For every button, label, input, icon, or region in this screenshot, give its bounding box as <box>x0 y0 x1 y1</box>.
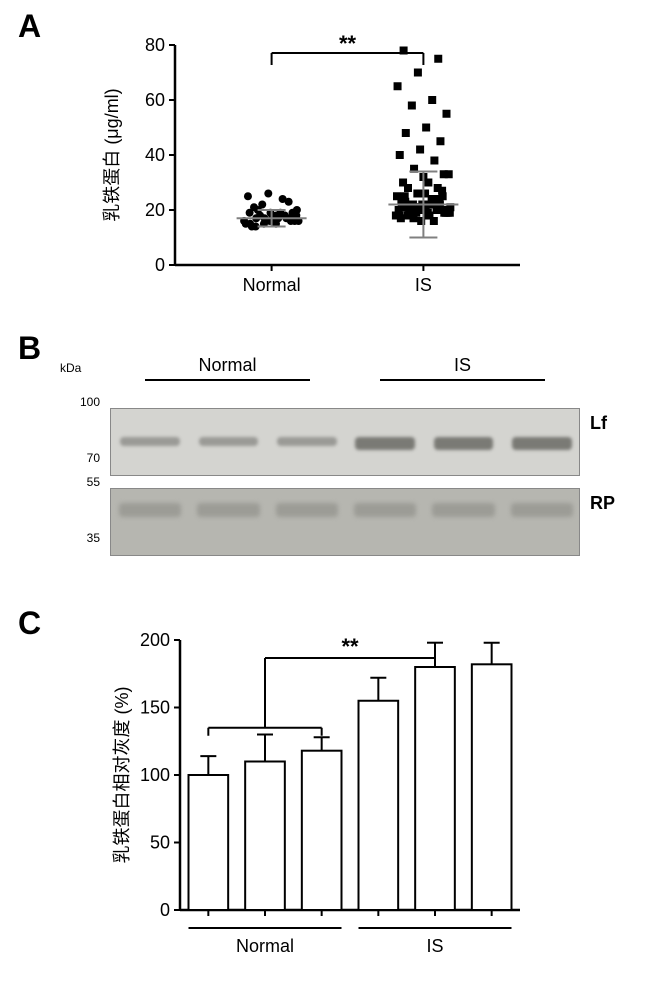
rp-label: RP <box>590 493 615 514</box>
svg-text:20: 20 <box>145 200 165 220</box>
kda-marker-70: 70 <box>60 451 100 465</box>
panel-a-scatter: 0 20 40 60 80 乳铁蛋白 (μg/ml) Normal IS ** <box>100 30 540 310</box>
svg-text:IS: IS <box>415 275 432 295</box>
svg-text:40: 40 <box>145 145 165 165</box>
kda-marker-100: 100 <box>60 395 100 409</box>
svg-text:乳铁蛋白 (μg/ml): 乳铁蛋白 (μg/ml) <box>102 88 122 221</box>
svg-text:100: 100 <box>140 765 170 785</box>
svg-text:0: 0 <box>155 255 165 275</box>
blot-group-normal: Normal <box>198 355 256 375</box>
svg-text:**: ** <box>339 31 357 56</box>
blot-group-line-is <box>380 379 545 381</box>
panel-b-blot: Normal IS kDa 100 70 Lf 55 35 RP <box>60 355 630 585</box>
svg-text:Normal: Normal <box>243 275 301 295</box>
blot-group-is: IS <box>454 355 471 375</box>
svg-text:50: 50 <box>150 833 170 853</box>
panel-c-svg: 0 50 100 150 200 乳铁蛋白相对灰度 (%) Normal IS ** <box>110 620 540 980</box>
svg-text:60: 60 <box>145 90 165 110</box>
svg-text:Normal: Normal <box>236 936 294 956</box>
svg-text:乳铁蛋白相对灰度 (%): 乳铁蛋白相对灰度 (%) <box>112 687 132 864</box>
lf-label: Lf <box>590 413 607 434</box>
svg-text:80: 80 <box>145 35 165 55</box>
kda-marker-35: 35 <box>60 531 100 545</box>
rp-blot <box>110 488 580 556</box>
svg-text:200: 200 <box>140 630 170 650</box>
panel-c-label: C <box>18 605 41 642</box>
kda-label: kDa <box>60 361 81 375</box>
blot-header: Normal IS <box>110 355 580 376</box>
lf-blot <box>110 408 580 476</box>
panel-a-svg: 0 20 40 60 80 乳铁蛋白 (μg/ml) Normal IS ** <box>100 30 540 310</box>
blot-group-line-normal <box>145 379 310 381</box>
svg-text:**: ** <box>341 634 359 659</box>
kda-marker-55: 55 <box>60 475 100 489</box>
svg-text:IS: IS <box>426 936 443 956</box>
svg-text:0: 0 <box>160 900 170 920</box>
panel-c-bar: 0 50 100 150 200 乳铁蛋白相对灰度 (%) Normal IS ** <box>110 620 540 980</box>
panel-b-label: B <box>18 330 41 367</box>
panel-a-label: A <box>18 8 41 45</box>
svg-text:150: 150 <box>140 698 170 718</box>
